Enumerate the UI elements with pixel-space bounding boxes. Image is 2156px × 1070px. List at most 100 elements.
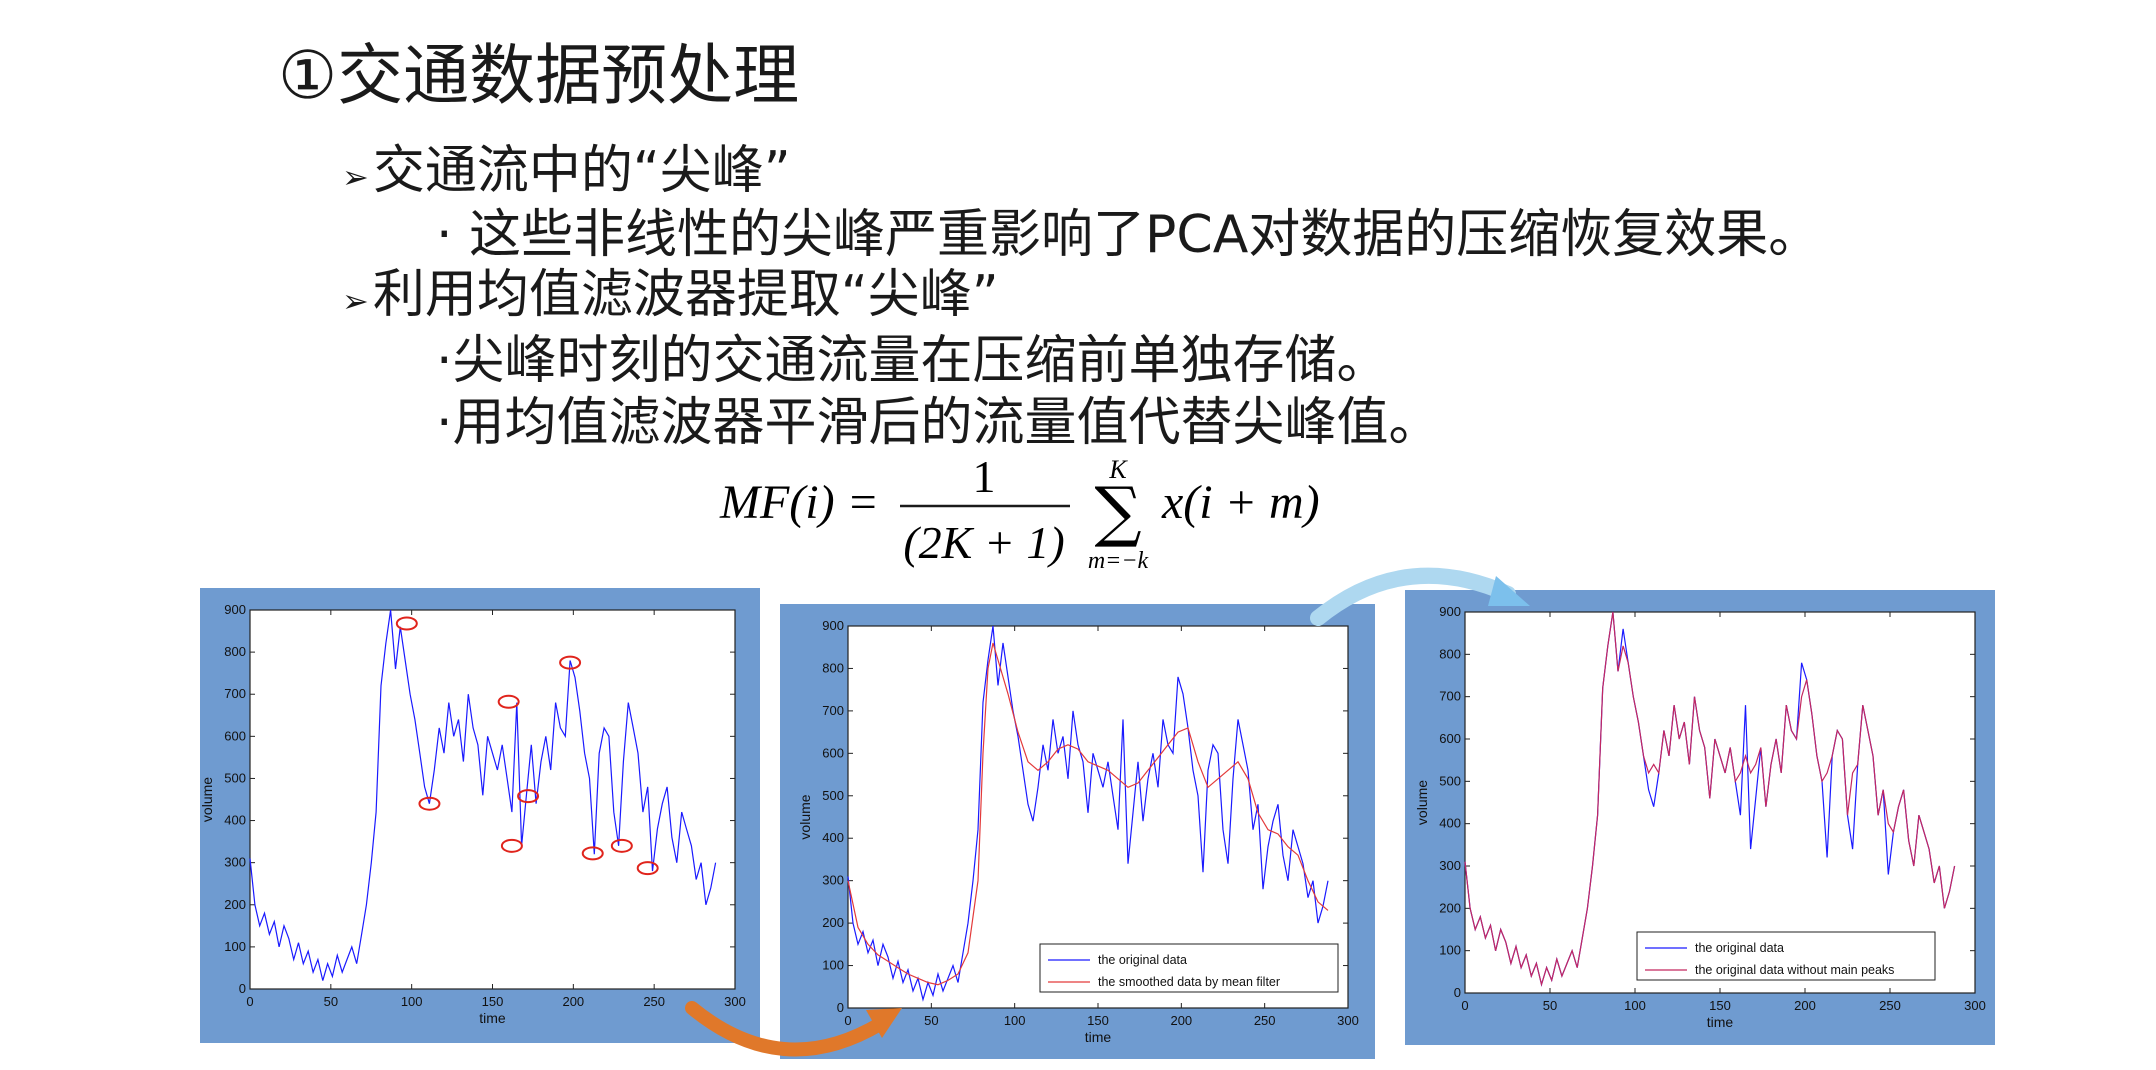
y-tick-label: 700 <box>1439 689 1461 704</box>
formula-lower-limit: m=−k <box>1088 548 1149 574</box>
x-tick-label: 150 <box>1709 998 1731 1013</box>
y-axis-label: volume <box>200 777 215 822</box>
x-tick-label: 250 <box>643 994 665 1009</box>
x-tick-label: 200 <box>1170 1013 1192 1028</box>
bullet-peaks-text: 交通流中的“尖峰” <box>372 141 791 201</box>
x-tick-label: 50 <box>324 994 338 1009</box>
mean-filter-formula: MF(i) = 1 (2K + 1) K ∑ m=−k x(i + m) <box>719 451 1320 574</box>
chart-without-peaks: 0 50 100 150 200 250 300 0 100 200 300 400 500 600 700… <box>1414 604 1986 1030</box>
y-tick-label: 800 <box>1439 646 1461 661</box>
peak-marker <box>517 789 540 804</box>
peak-marker <box>497 694 520 709</box>
peak-marker <box>559 655 582 670</box>
y-tick-label: 700 <box>224 686 246 701</box>
chart-raw-with-peaks: 0 50 100 150 200 250 300 0 100 200 300 400 500 600 700… <box>200 602 746 1026</box>
legend-box <box>1039 943 1339 993</box>
peak-marker <box>500 838 523 853</box>
y-tick-label: 600 <box>822 745 844 760</box>
sub-bullet-replace: ·用均值滤波器平滑后的流量值代替尖峰值。 <box>436 393 1441 453</box>
bullet-arrow-icon: ➢ <box>342 282 369 320</box>
formula-sigma: ∑ <box>1094 473 1141 550</box>
y-tick-label: 100 <box>822 958 844 973</box>
formula-upper-limit: K <box>1108 455 1128 484</box>
bullet-peaks: ➢交通流中的“尖峰” <box>342 128 791 203</box>
y-tick-label: 600 <box>224 728 246 743</box>
x-axis-label: time <box>1707 1014 1734 1030</box>
x-tick-label: 0 <box>1461 998 1468 1013</box>
y-tick-label: 200 <box>224 897 246 912</box>
x-tick-label: 300 <box>1337 1013 1359 1028</box>
formula-numerator: 1 <box>973 451 996 502</box>
y-tick-label: 700 <box>822 703 844 718</box>
y-tick-label: 400 <box>224 813 246 828</box>
legend-label: the smoothed data by mean filter <box>1098 975 1280 989</box>
y-tick-label: 0 <box>837 1000 844 1015</box>
peak-marker <box>418 796 441 811</box>
y-tick-label: 0 <box>239 981 246 996</box>
y-tick-label: 200 <box>1439 900 1461 915</box>
peak-marker <box>395 616 418 631</box>
plot-area <box>1464 611 1976 994</box>
x-tick-label: 50 <box>924 1013 938 1028</box>
x-tick-label: 100 <box>1004 1013 1026 1028</box>
y-tick-label: 100 <box>1439 943 1461 958</box>
y-tick-label: 0 <box>1454 985 1461 1000</box>
chart-mean-filter: 0 50 100 150 200 250 300 0 100 200 300 400 500 600 700… <box>797 618 1359 1045</box>
y-tick-label: 200 <box>822 915 844 930</box>
peak-marker <box>636 861 659 876</box>
formula-term: x(i + m) <box>1161 476 1320 529</box>
x-tick-label: 300 <box>1964 998 1986 1013</box>
y-tick-label: 300 <box>1439 858 1461 873</box>
x-tick-label: 150 <box>482 994 504 1009</box>
x-tick-label: 300 <box>724 994 746 1009</box>
y-tick-label: 400 <box>1439 816 1461 831</box>
peak-marker <box>610 838 633 853</box>
y-tick-label: 900 <box>822 618 844 633</box>
y-tick-label: 400 <box>822 830 844 845</box>
chart-panel-no-peaks: 0 50 100 150 200 250 300 0 100 200 300 400 500 600 700… <box>1405 590 1995 1045</box>
legend-label: the original data <box>1098 953 1187 967</box>
bullet-arrow-icon: ➢ <box>342 158 369 196</box>
x-axis-label: time <box>1085 1029 1112 1045</box>
series-line-2 <box>847 642 1329 986</box>
legend-label: the original data <box>1695 941 1784 955</box>
chart-panel-mean-filter: 0 50 100 150 200 250 300 0 100 200 300 400 500 600 700… <box>780 604 1375 1059</box>
peak-marker <box>581 846 604 861</box>
x-tick-label: 200 <box>562 994 584 1009</box>
y-tick-label: 600 <box>1439 731 1461 746</box>
legend-label: the original data without main peaks <box>1695 963 1894 977</box>
series-line-2 <box>1464 611 1956 987</box>
x-tick-label: 50 <box>1543 998 1557 1013</box>
y-tick-label: 800 <box>224 644 246 659</box>
x-tick-label: 200 <box>1794 998 1816 1013</box>
x-axis-label: time <box>479 1010 506 1026</box>
y-tick-label: 800 <box>822 660 844 675</box>
y-tick-label: 500 <box>1439 773 1461 788</box>
formula-denominator: (2K + 1) <box>903 517 1064 568</box>
x-tick-label: 150 <box>1087 1013 1109 1028</box>
y-tick-label: 900 <box>1439 604 1461 619</box>
x-tick-label: 100 <box>1624 998 1646 1013</box>
x-tick-label: 100 <box>401 994 423 1009</box>
y-tick-label: 300 <box>822 873 844 888</box>
y-axis-label: volume <box>1414 780 1430 825</box>
sub-bullet-store: ·尖峰时刻的交通流量在压缩前单独存储。 <box>436 331 1389 391</box>
y-axis-label: volume <box>797 794 813 839</box>
bullet-mean-filter: ➢利用均值滤波器提取“尖峰” <box>342 252 999 327</box>
chart-panel-raw-peaks: 0 50 100 150 200 250 300 0 100 200 300 400 500 600 700… <box>200 588 760 1043</box>
sub-bullet-pca: · 这些非线性的尖峰严重影响了PCA对数据的压缩恢复效果。 <box>436 205 1821 265</box>
x-tick-label: 0 <box>844 1013 851 1028</box>
plot-area <box>249 609 736 990</box>
x-tick-label: 250 <box>1254 1013 1276 1028</box>
bullet-mean-filter-text: 利用均值滤波器提取“尖峰” <box>372 265 999 325</box>
series-line-1 <box>249 609 717 981</box>
y-tick-label: 500 <box>224 770 246 785</box>
y-tick-label: 500 <box>822 788 844 803</box>
y-tick-label: 100 <box>224 939 246 954</box>
formula-lhs: MF(i) = <box>719 476 879 529</box>
x-tick-label: 250 <box>1879 998 1901 1013</box>
legend-box <box>1636 931 1936 981</box>
y-tick-label: 300 <box>224 855 246 870</box>
y-tick-label: 900 <box>224 602 246 617</box>
x-tick-label: 0 <box>246 994 253 1009</box>
